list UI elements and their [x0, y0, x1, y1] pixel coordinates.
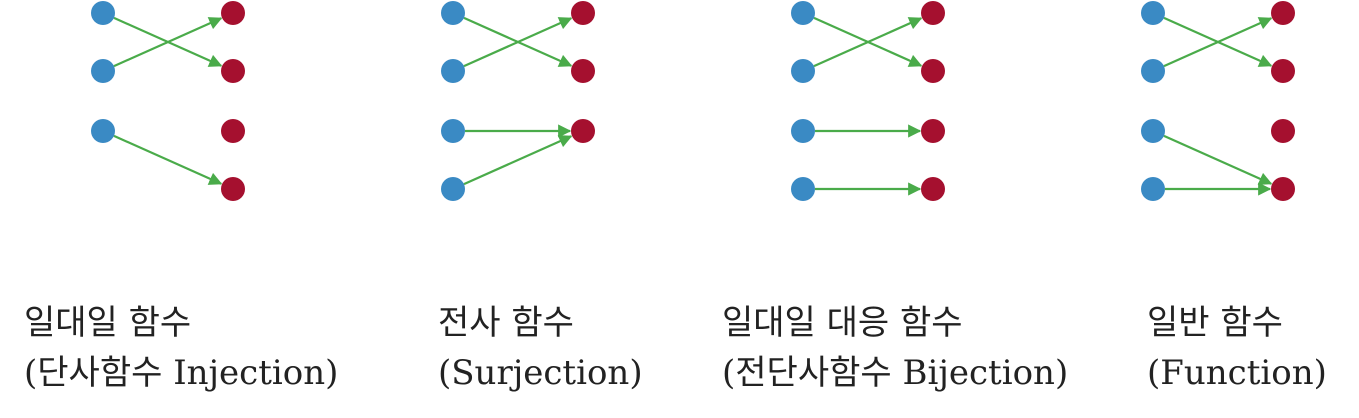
codomain-dot — [571, 59, 595, 83]
codomain-dot — [921, 59, 945, 83]
caption-bijection: 일대일 대응 함수 (전단사함수 Bijection) — [722, 298, 1068, 398]
mapping-arrow — [463, 17, 573, 68]
mapping-arrow — [113, 134, 223, 185]
panel-function — [1141, 1, 1295, 201]
domain-dot — [1141, 119, 1165, 143]
panel-bijection — [791, 1, 945, 201]
codomain-dot — [921, 119, 945, 143]
caption-injection-title: 일대일 함수 — [24, 303, 192, 343]
domain-dot — [791, 1, 815, 25]
panel-surjection — [441, 1, 595, 201]
codomain-dot — [221, 119, 245, 143]
domain-dot — [791, 59, 815, 83]
domain-dot — [1141, 1, 1165, 25]
codomain-dot — [221, 177, 245, 201]
caption-bijection-subtitle: (전단사함수 Bijection) — [722, 353, 1069, 393]
codomain-dot — [221, 59, 245, 83]
panel-injection — [91, 1, 245, 201]
caption-bijection-title: 일대일 대응 함수 — [722, 303, 963, 343]
caption-injection-subtitle: (단사함수 Injection) — [24, 353, 339, 393]
codomain-dot — [1271, 59, 1295, 83]
domain-dot — [1141, 177, 1165, 201]
codomain-dot — [571, 119, 595, 143]
mapping-arrow — [113, 17, 223, 68]
domain-dot — [791, 177, 815, 201]
domain-dot — [441, 59, 465, 83]
mapping-arrow — [463, 135, 573, 186]
mapping-arrow — [1163, 134, 1273, 185]
mapping-arrow — [1163, 17, 1273, 68]
codomain-dot — [1271, 119, 1295, 143]
domain-dot — [441, 1, 465, 25]
caption-function-title: 일반 함수 — [1147, 303, 1283, 343]
codomain-dot — [1271, 177, 1295, 201]
domain-dot — [91, 1, 115, 25]
codomain-dot — [921, 1, 945, 25]
mapping-arrow — [813, 17, 923, 68]
caption-function: 일반 함수 (Function) — [1147, 298, 1327, 398]
caption-injection: 일대일 함수 (단사함수 Injection) — [24, 298, 338, 398]
caption-surjection-title: 전사 함수 — [438, 303, 574, 343]
domain-dot — [91, 59, 115, 83]
codomain-dot — [571, 1, 595, 25]
domain-dot — [441, 119, 465, 143]
codomain-dot — [221, 1, 245, 25]
domain-dot — [791, 119, 815, 143]
domain-dot — [91, 119, 115, 143]
caption-function-subtitle: (Function) — [1147, 353, 1327, 393]
domain-dot — [441, 177, 465, 201]
domain-dot — [1141, 59, 1165, 83]
caption-surjection: 전사 함수 (Surjection) — [438, 298, 643, 398]
codomain-dot — [921, 177, 945, 201]
codomain-dot — [1271, 1, 1295, 25]
caption-surjection-subtitle: (Surjection) — [438, 353, 643, 393]
